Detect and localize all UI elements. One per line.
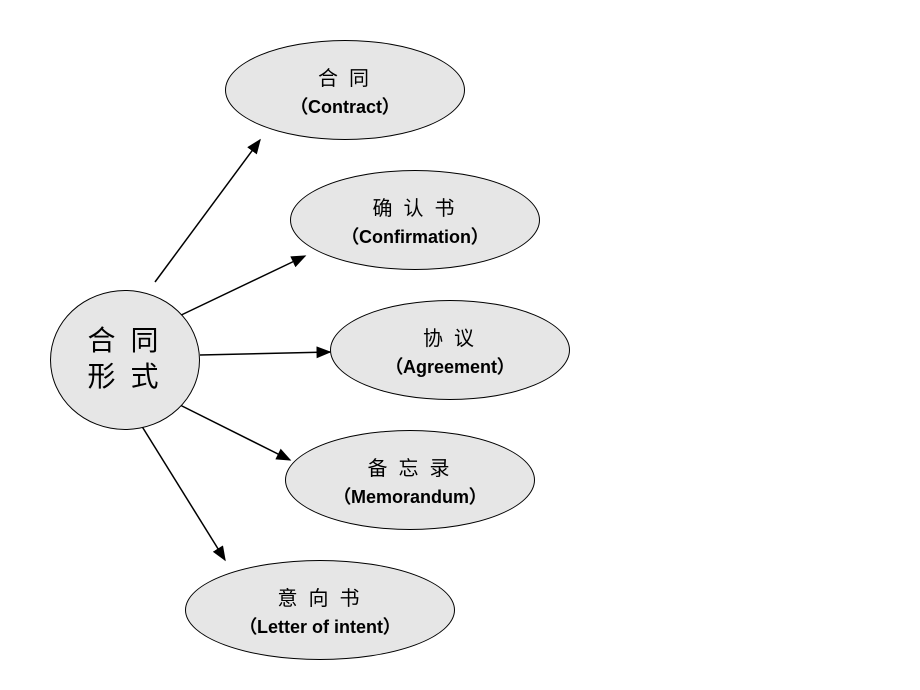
child-label-line2: （Memorandum） (333, 483, 487, 509)
arrow-letter-of-intent (138, 420, 225, 560)
center-label-line2: 形 式 (87, 360, 162, 396)
child-node-memorandum: 备 忘 录（Memorandum） (285, 430, 535, 530)
arrow-confirmation (175, 256, 305, 318)
center-label-line1: 合 同 (87, 324, 162, 360)
child-label-line1: 确 认 书 (373, 192, 458, 221)
child-label-line2: （Agreement） (385, 353, 515, 379)
arrow-agreement (200, 352, 330, 355)
child-label-line2: （Contract） (290, 93, 400, 119)
child-label-line2: （Letter of intent） (239, 613, 401, 639)
child-node-confirmation: 确 认 书（Confirmation） (290, 170, 540, 270)
child-node-letter-of-intent: 意 向 书（Letter of intent） (185, 560, 455, 660)
child-label-line1: 协 议 (423, 322, 477, 351)
child-node-agreement: 协 议（Agreement） (330, 300, 570, 400)
center-node: 合 同形 式 (50, 290, 200, 430)
child-node-contract: 合 同（Contract） (225, 40, 465, 140)
child-label-line1: 备 忘 录 (368, 452, 453, 481)
child-label-line1: 合 同 (318, 62, 372, 91)
child-label-line2: （Confirmation） (341, 223, 489, 249)
child-label-line1: 意 向 书 (278, 582, 363, 611)
arrow-contract (155, 140, 260, 282)
arrow-memorandum (170, 400, 290, 460)
